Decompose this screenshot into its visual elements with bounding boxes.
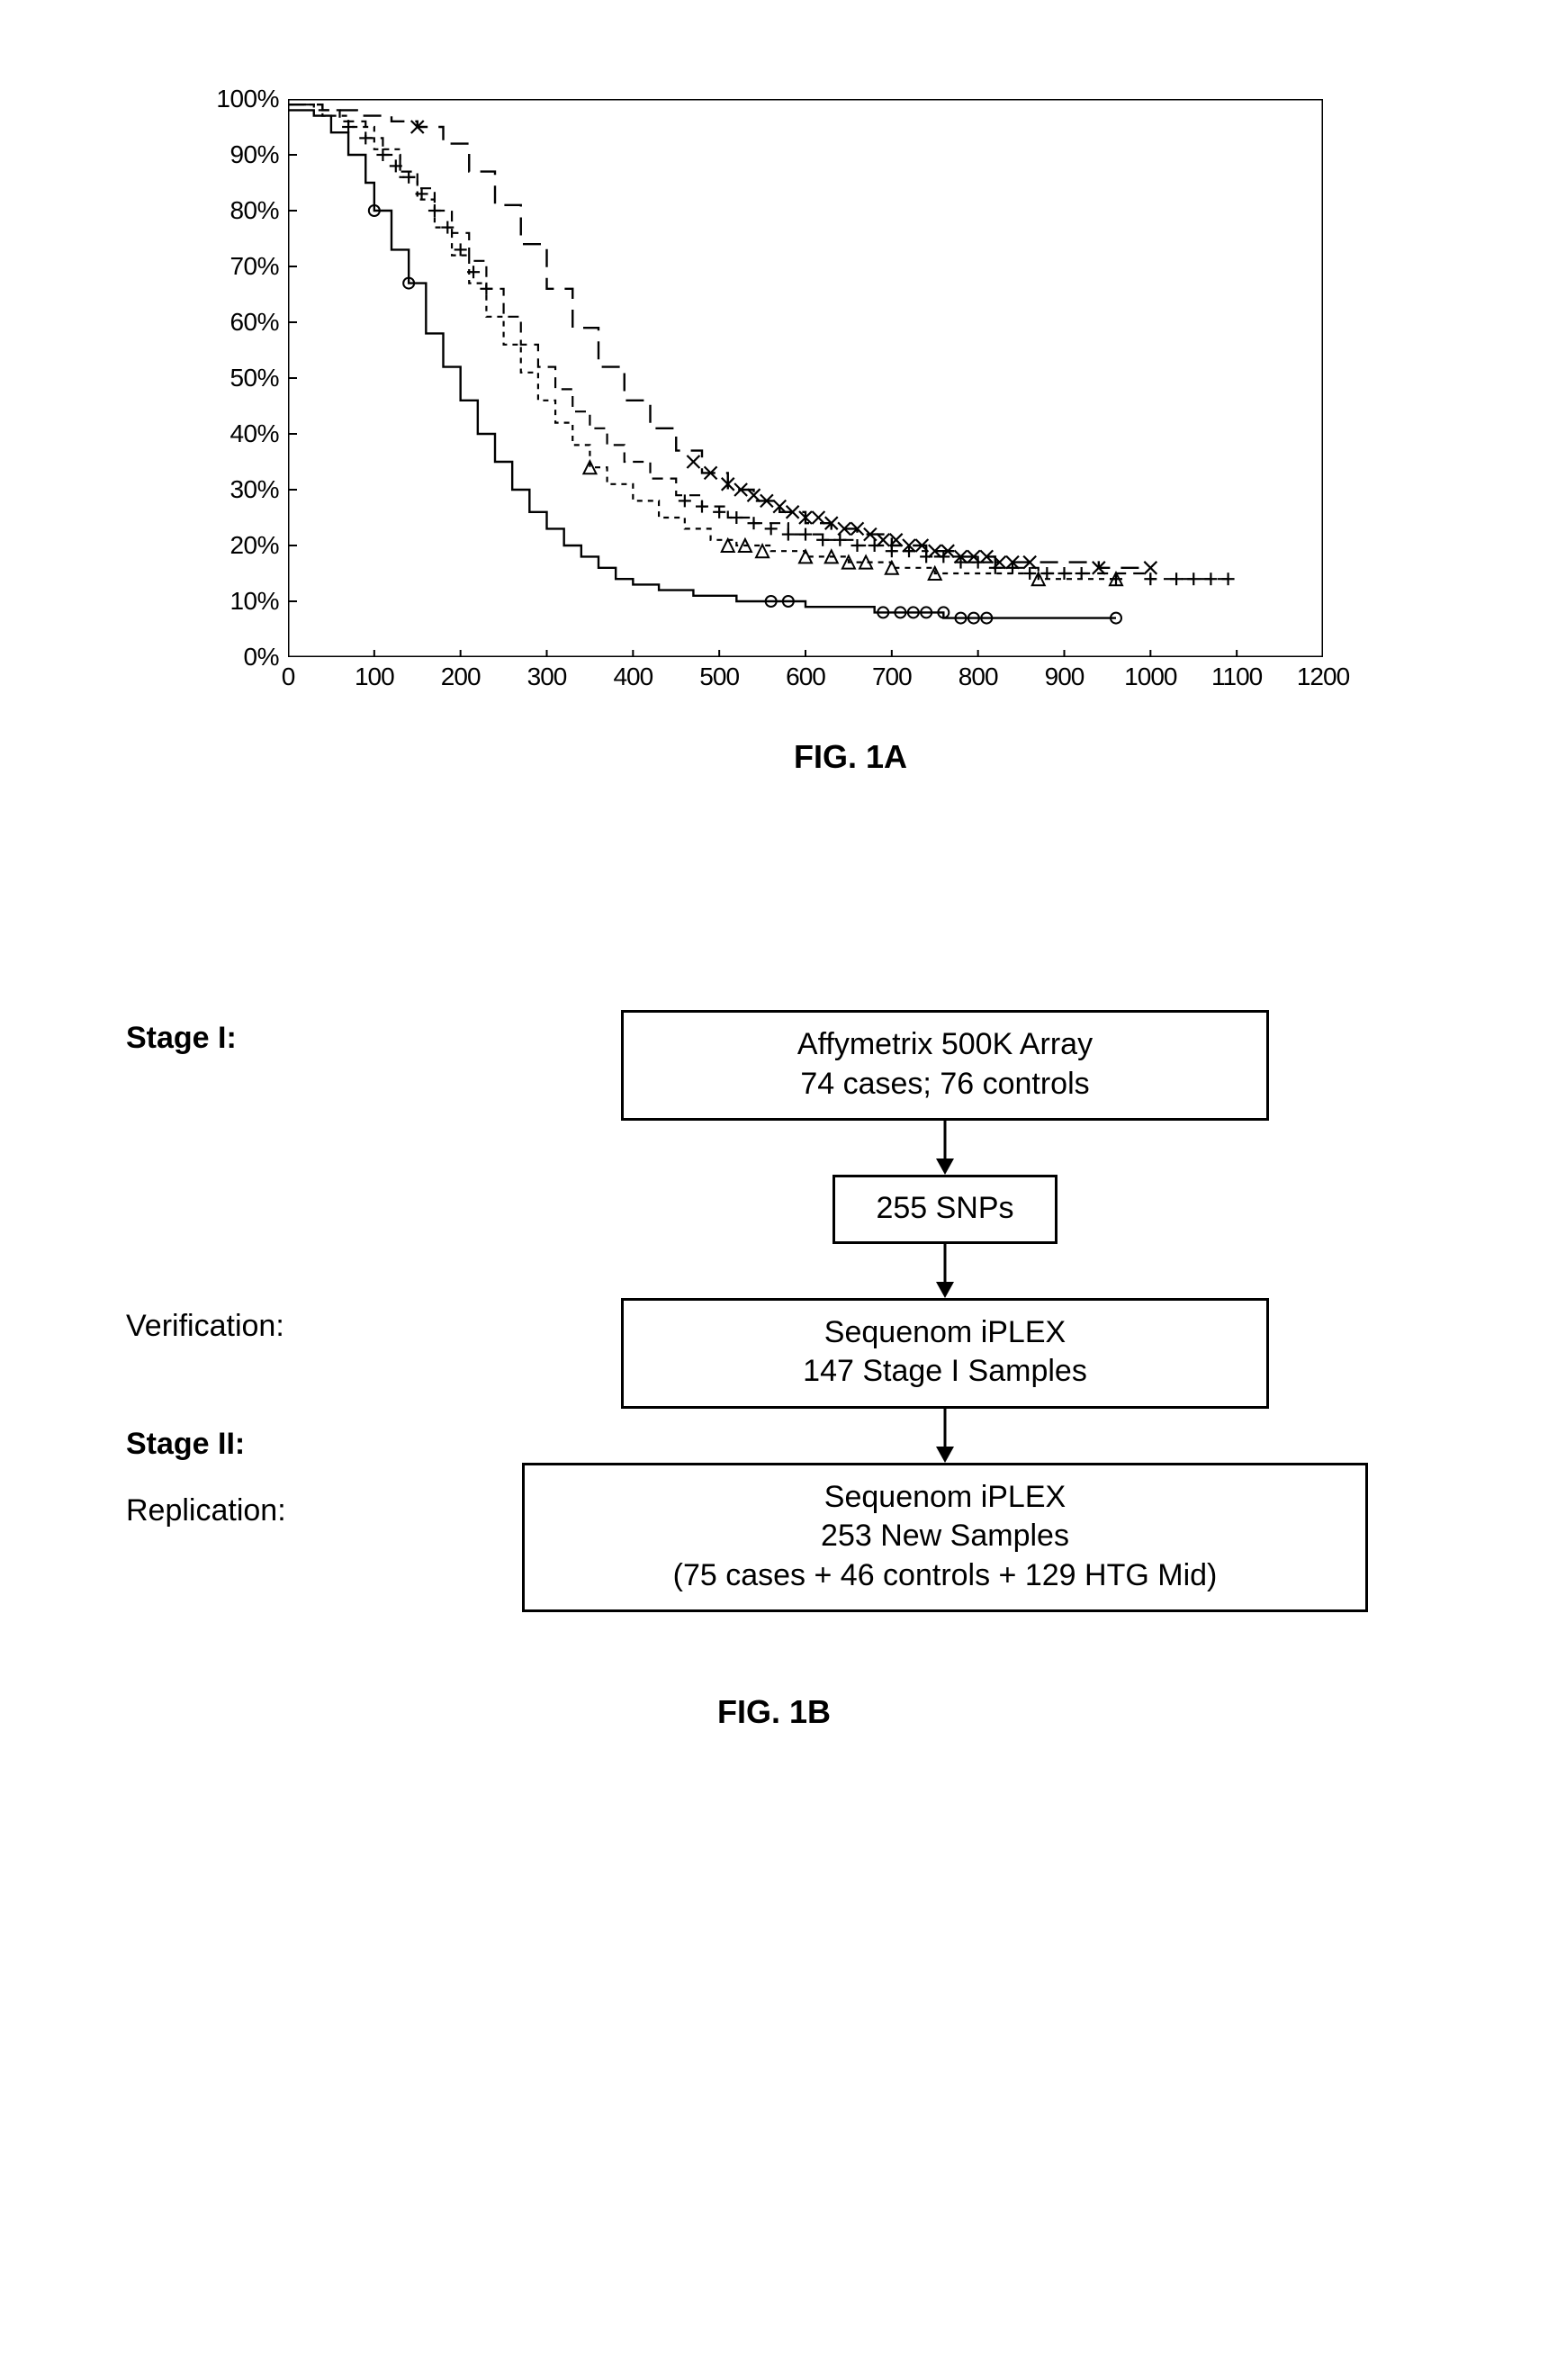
x-tick-label: 900 bbox=[1045, 663, 1084, 691]
x-tick-label: 1000 bbox=[1124, 663, 1176, 691]
fig1a-chart: 0%10%20%30%40%50%60%70%80%90%100% 0 100 20… bbox=[234, 99, 1323, 776]
x-tick-label: 200 bbox=[441, 663, 481, 691]
flow-arrow bbox=[832, 1244, 1058, 1298]
box-line: Sequenom iPLEX bbox=[541, 1478, 1349, 1518]
stage2-label: Stage II: bbox=[126, 1409, 504, 1462]
x-tick-label: 400 bbox=[613, 663, 652, 691]
box-line: (75 cases + 46 controls + 129 HTG Mid) bbox=[541, 1556, 1349, 1596]
y-tick-label: 100% bbox=[180, 85, 279, 113]
box-line: 255 SNPs bbox=[851, 1190, 1039, 1227]
figure-page: 0%10%20%30%40%50%60%70%80%90%100% 010020… bbox=[0, 0, 1548, 2380]
y-tick-label: 80% bbox=[180, 196, 279, 225]
x-tick-label: 100 bbox=[355, 663, 394, 691]
chart-plot-area: 0%10%20%30%40%50%60%70%80%90%100% bbox=[288, 99, 1323, 657]
box-line: 253 New Samples bbox=[541, 1517, 1349, 1556]
x-axis-ticks: 0100200300400500600700800900100011001200 bbox=[288, 657, 1323, 711]
fig1a-caption: FIG. 1A bbox=[333, 738, 1368, 776]
y-tick-label: 90% bbox=[180, 140, 279, 169]
x-tick-label: 1100 bbox=[1211, 663, 1262, 691]
x-tick-label: 0 bbox=[282, 663, 295, 691]
empty-label bbox=[126, 1175, 504, 1185]
fig1b-flowchart: Stage I: Affymetrix 500K Array 74 cases;… bbox=[0, 1010, 1548, 1731]
y-tick-label: 10% bbox=[180, 587, 279, 616]
box-line: 147 Stage I Samples bbox=[640, 1352, 1250, 1392]
x-tick-label: 700 bbox=[872, 663, 912, 691]
flow-box-snps: 255 SNPs bbox=[832, 1175, 1058, 1244]
flow-box-replication: Sequenom iPLEX 253 New Samples (75 cases… bbox=[522, 1463, 1368, 1613]
flow-box-stage1: Affymetrix 500K Array 74 cases; 76 contr… bbox=[621, 1010, 1269, 1121]
flow-grid: Stage I: Affymetrix 500K Array 74 cases;… bbox=[126, 1010, 1548, 1612]
y-axis-ticks: 0%10%20%30%40%50%60%70%80%90%100% bbox=[180, 99, 279, 657]
box-line: Sequenom iPLEX bbox=[640, 1313, 1250, 1353]
flow-arrow bbox=[621, 1121, 1269, 1175]
box-line: 74 cases; 76 controls bbox=[640, 1065, 1250, 1104]
verification-label: Verification: bbox=[126, 1298, 504, 1344]
stage1-label: Stage I: bbox=[126, 1010, 504, 1056]
chart-svg bbox=[288, 99, 1323, 657]
fig1b-caption: FIG. 1B bbox=[0, 1693, 1548, 1731]
flow-arrow bbox=[621, 1409, 1269, 1463]
y-tick-label: 70% bbox=[180, 252, 279, 281]
flow-box-verification: Sequenom iPLEX 147 Stage I Samples bbox=[621, 1298, 1269, 1409]
y-tick-label: 20% bbox=[180, 531, 279, 560]
x-tick-label: 500 bbox=[699, 663, 739, 691]
x-tick-label: 600 bbox=[786, 663, 825, 691]
box-line: Affymetrix 500K Array bbox=[640, 1025, 1250, 1065]
replication-label: Replication: bbox=[126, 1463, 504, 1528]
y-tick-label: 60% bbox=[180, 308, 279, 337]
x-tick-label: 800 bbox=[958, 663, 998, 691]
y-tick-label: 0% bbox=[180, 643, 279, 672]
y-tick-label: 40% bbox=[180, 419, 279, 448]
x-tick-label: 1200 bbox=[1297, 663, 1349, 691]
y-tick-label: 30% bbox=[180, 475, 279, 504]
y-tick-label: 50% bbox=[180, 364, 279, 392]
x-tick-label: 300 bbox=[527, 663, 567, 691]
